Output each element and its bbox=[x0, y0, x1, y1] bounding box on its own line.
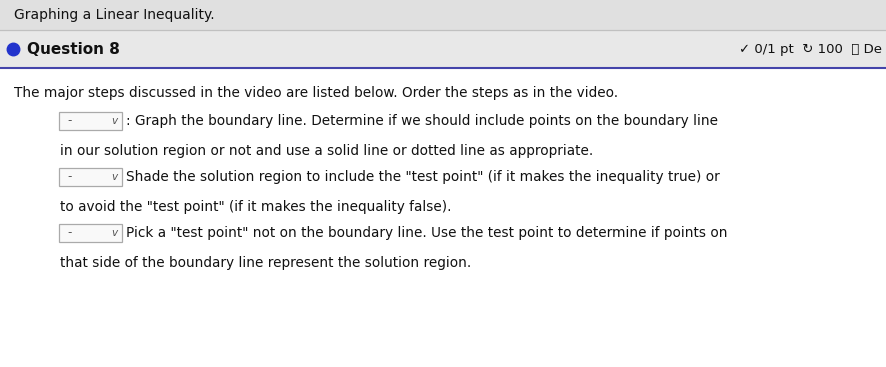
FancyBboxPatch shape bbox=[0, 0, 886, 30]
Text: to avoid the "test point" (if it makes the inequality false).: to avoid the "test point" (if it makes t… bbox=[60, 200, 451, 214]
Text: Question 8: Question 8 bbox=[27, 41, 120, 57]
Text: Shade the solution region to include the "test point" (if it makes the inequalit: Shade the solution region to include the… bbox=[126, 170, 719, 184]
Text: : Graph the boundary line. Determine if we should include points on the boundary: : Graph the boundary line. Determine if … bbox=[126, 113, 717, 127]
Text: v: v bbox=[111, 171, 117, 182]
Text: Pick a "test point" not on the boundary line. Use the test point to determine if: Pick a "test point" not on the boundary … bbox=[126, 225, 727, 240]
Text: Graphing a Linear Inequality.: Graphing a Linear Inequality. bbox=[14, 8, 214, 22]
Text: that side of the boundary line represent the solution region.: that side of the boundary line represent… bbox=[60, 256, 470, 270]
Text: v: v bbox=[111, 116, 117, 126]
Text: The major steps discussed in the video are listed below. Order the steps as in t: The major steps discussed in the video a… bbox=[14, 86, 618, 100]
FancyBboxPatch shape bbox=[59, 112, 122, 130]
FancyBboxPatch shape bbox=[59, 224, 122, 241]
Text: -: - bbox=[67, 114, 71, 127]
FancyBboxPatch shape bbox=[0, 68, 886, 367]
Text: -: - bbox=[67, 170, 71, 183]
Text: v: v bbox=[111, 228, 117, 237]
FancyBboxPatch shape bbox=[59, 167, 122, 185]
Text: ✓ 0/1 pt  ↻ 100  ⓘ De: ✓ 0/1 pt ↻ 100 ⓘ De bbox=[738, 43, 881, 55]
Text: in our solution region or not and use a solid line or dotted line as appropriate: in our solution region or not and use a … bbox=[60, 144, 593, 158]
FancyBboxPatch shape bbox=[0, 30, 886, 68]
Text: -: - bbox=[67, 226, 71, 239]
